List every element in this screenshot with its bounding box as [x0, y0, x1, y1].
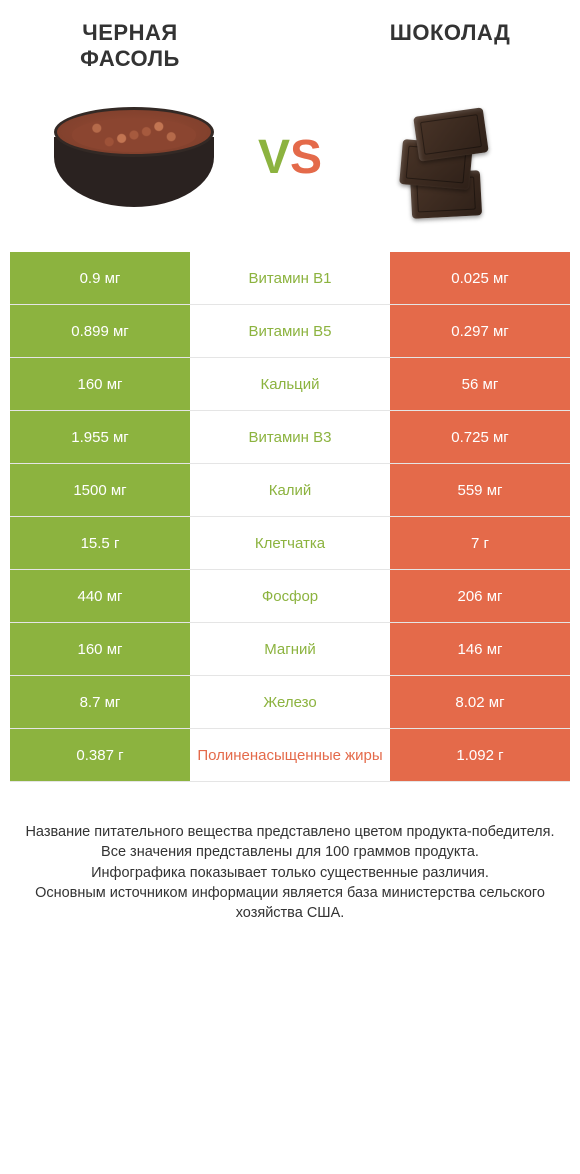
table-row: 160 мгМагний146 мг: [10, 623, 570, 676]
footer-line: Название питательного вещества представл…: [25, 822, 555, 842]
nutrient-name: Витамин B5: [190, 305, 390, 357]
left-food-image: [49, 92, 219, 222]
header: ЧЕРНАЯ ФАСОЛЬ ШОКОЛАД: [0, 0, 580, 82]
nutrient-name: Магний: [190, 623, 390, 675]
right-value: 206 мг: [390, 570, 570, 622]
table-row: 1.955 мгВитамин B30.725 мг: [10, 411, 570, 464]
left-food-title: ЧЕРНАЯ ФАСОЛЬ: [30, 20, 230, 72]
table-row: 0.9 мгВитамин B10.025 мг: [10, 252, 570, 305]
table-row: 1500 мгКалий559 мг: [10, 464, 570, 517]
left-value: 1.955 мг: [10, 411, 190, 463]
nutrient-name: Железо: [190, 676, 390, 728]
vs-v: V: [258, 131, 290, 184]
table-row: 15.5 гКлетчатка7 г: [10, 517, 570, 570]
table-row: 8.7 мгЖелезо8.02 мг: [10, 676, 570, 729]
right-value: 0.297 мг: [390, 305, 570, 357]
right-value: 8.02 мг: [390, 676, 570, 728]
nutrient-name: Фосфор: [190, 570, 390, 622]
table-row: 0.899 мгВитамин B50.297 мг: [10, 305, 570, 358]
nutrient-name: Витамин B1: [190, 252, 390, 304]
table-row: 160 мгКальций56 мг: [10, 358, 570, 411]
right-value: 56 мг: [390, 358, 570, 410]
right-value: 7 г: [390, 517, 570, 569]
footer-line: Инфографика показывает только существенн…: [25, 863, 555, 883]
right-food-image: [361, 92, 531, 222]
right-value: 146 мг: [390, 623, 570, 675]
vs-label: VS: [258, 130, 322, 185]
images-row: VS: [0, 82, 580, 252]
left-value: 15.5 г: [10, 517, 190, 569]
left-value: 160 мг: [10, 358, 190, 410]
nutrient-name: Полиненасыщенные жиры: [190, 729, 390, 781]
nutrient-name: Витамин B3: [190, 411, 390, 463]
left-value: 0.899 мг: [10, 305, 190, 357]
right-value: 0.725 мг: [390, 411, 570, 463]
left-value: 440 мг: [10, 570, 190, 622]
right-value: 1.092 г: [390, 729, 570, 781]
footer-notes: Название питательного вещества представл…: [0, 782, 580, 953]
footer-line: Все значения представлены для 100 граммо…: [25, 842, 555, 862]
left-value: 0.9 мг: [10, 252, 190, 304]
nutrient-name: Калий: [190, 464, 390, 516]
table-row: 0.387 гПолиненасыщенные жиры1.092 г: [10, 729, 570, 782]
left-value: 8.7 мг: [10, 676, 190, 728]
right-value: 0.025 мг: [390, 252, 570, 304]
vs-s: S: [290, 131, 322, 184]
right-value: 559 мг: [390, 464, 570, 516]
nutrient-name: Клетчатка: [190, 517, 390, 569]
left-value: 1500 мг: [10, 464, 190, 516]
left-value: 0.387 г: [10, 729, 190, 781]
footer-line: Основным источником информации является …: [25, 883, 555, 924]
right-food-title: ШОКОЛАД: [350, 20, 550, 46]
comparison-table: 0.9 мгВитамин B10.025 мг0.899 мгВитамин …: [0, 252, 580, 782]
nutrient-name: Кальций: [190, 358, 390, 410]
left-value: 160 мг: [10, 623, 190, 675]
table-row: 440 мгФосфор206 мг: [10, 570, 570, 623]
